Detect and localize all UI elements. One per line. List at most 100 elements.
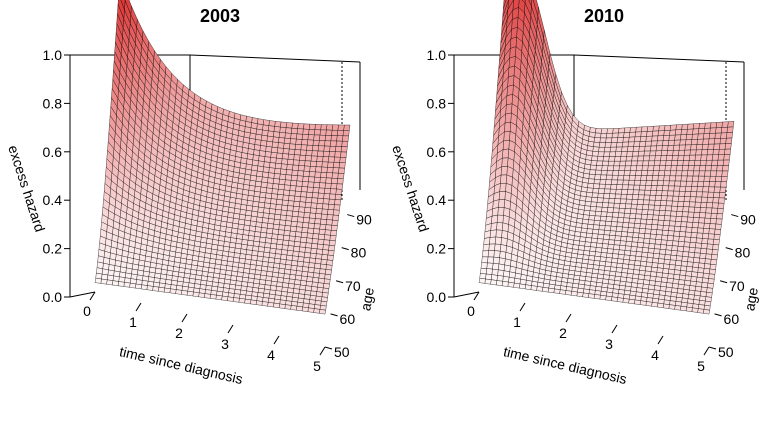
surface-facet — [670, 250, 678, 256]
surface-facet — [615, 231, 623, 237]
surface-facet — [613, 203, 621, 209]
surface-facet — [311, 197, 318, 204]
surface-facet — [708, 138, 716, 145]
surface-facet — [659, 200, 667, 206]
surface-facet — [640, 131, 648, 137]
surface-facet — [308, 176, 315, 183]
surface-facet — [267, 302, 275, 308]
surface-facet — [319, 268, 326, 275]
surface-facet — [708, 228, 716, 235]
surface-facet — [307, 267, 315, 273]
surface-facet — [605, 216, 613, 222]
surface-facet — [643, 233, 651, 239]
surface-facet — [668, 220, 676, 227]
surface-facet — [639, 136, 647, 142]
surface-facet — [677, 155, 685, 161]
surface-facet — [293, 201, 301, 207]
surface-facet — [688, 247, 696, 253]
surface-facet — [140, 284, 148, 290]
surface-facet — [287, 245, 295, 252]
surface-facet — [672, 144, 680, 151]
surface-facet — [622, 263, 629, 269]
surface-facet — [317, 192, 325, 199]
surface-facet — [295, 226, 303, 233]
surface-facet — [688, 154, 696, 161]
surface-facet — [697, 227, 704, 234]
surface-facet — [679, 180, 687, 187]
surface-facet — [307, 181, 315, 188]
surface-facet — [704, 212, 712, 219]
surface-facet — [689, 149, 697, 156]
surface-facet — [646, 175, 653, 181]
surface-facet — [701, 149, 708, 156]
surface-facet — [278, 137, 285, 144]
surface-facet — [683, 196, 691, 202]
surface-facet — [264, 151, 272, 158]
surface-facet — [724, 148, 731, 155]
surface-facet — [600, 128, 608, 134]
surface-facet — [700, 154, 708, 161]
surface-facet — [693, 212, 700, 218]
surface-facet — [681, 216, 688, 223]
surface-facet — [650, 185, 658, 191]
surface-facet — [620, 151, 628, 157]
surface-facet — [308, 171, 316, 178]
surface-facet — [647, 160, 655, 166]
surface-facet — [290, 305, 298, 311]
surface-facet — [624, 245, 632, 252]
surface-facet — [277, 272, 285, 279]
surface-facet — [271, 188, 279, 195]
surface-facet — [649, 233, 657, 240]
surface-facet — [660, 155, 668, 161]
surface-facet — [336, 135, 344, 142]
surface-facet — [309, 252, 317, 259]
surface-facet — [621, 184, 629, 190]
surface-facet — [268, 120, 276, 127]
surface-facet — [684, 231, 692, 238]
surface-facet — [619, 160, 627, 167]
surface-facet — [595, 242, 603, 249]
surface-facet — [279, 126, 287, 134]
surface-facet — [623, 170, 631, 176]
surface-facet — [327, 156, 335, 163]
surface-facet — [506, 94, 513, 106]
surface-facet — [279, 258, 287, 265]
surface-facet — [662, 140, 670, 146]
surface-facet — [285, 127, 292, 134]
surface-facet — [232, 297, 240, 303]
surface-facet — [308, 129, 315, 136]
surface-facet — [621, 141, 629, 148]
surface-facet — [101, 268, 109, 276]
surface-facet — [264, 280, 272, 286]
surface-facet — [633, 184, 641, 191]
surface-facet — [698, 262, 705, 269]
surface-facet — [288, 195, 295, 202]
surface-facet — [265, 192, 272, 199]
surface-facet — [508, 65, 515, 78]
surface-facet — [603, 147, 611, 153]
surface-facet — [617, 258, 624, 264]
surface-facet — [668, 134, 676, 141]
surface-facet — [719, 143, 726, 150]
surface-facet — [721, 127, 728, 134]
surface-facet — [645, 266, 652, 272]
surface-facet — [605, 221, 612, 227]
surface-facet — [313, 134, 321, 141]
surface-facet — [712, 239, 720, 246]
surface-facet — [311, 192, 319, 199]
surface-facet — [295, 185, 303, 192]
surface-facet — [327, 250, 335, 256]
surface-facet — [678, 144, 686, 151]
surface-facet — [587, 178, 595, 184]
y-tick-label: 70 — [729, 278, 745, 294]
surface-facet — [332, 209, 340, 216]
surface-facet — [487, 250, 495, 258]
surface-facet — [679, 231, 686, 238]
surface-facet — [498, 191, 506, 200]
surface-facet — [274, 209, 282, 216]
surface-facet — [604, 261, 612, 267]
z-tick-label: 0.0 — [427, 289, 447, 305]
surface-facet — [656, 180, 664, 186]
surface-facet — [608, 193, 616, 199]
surface-facet — [293, 154, 301, 161]
